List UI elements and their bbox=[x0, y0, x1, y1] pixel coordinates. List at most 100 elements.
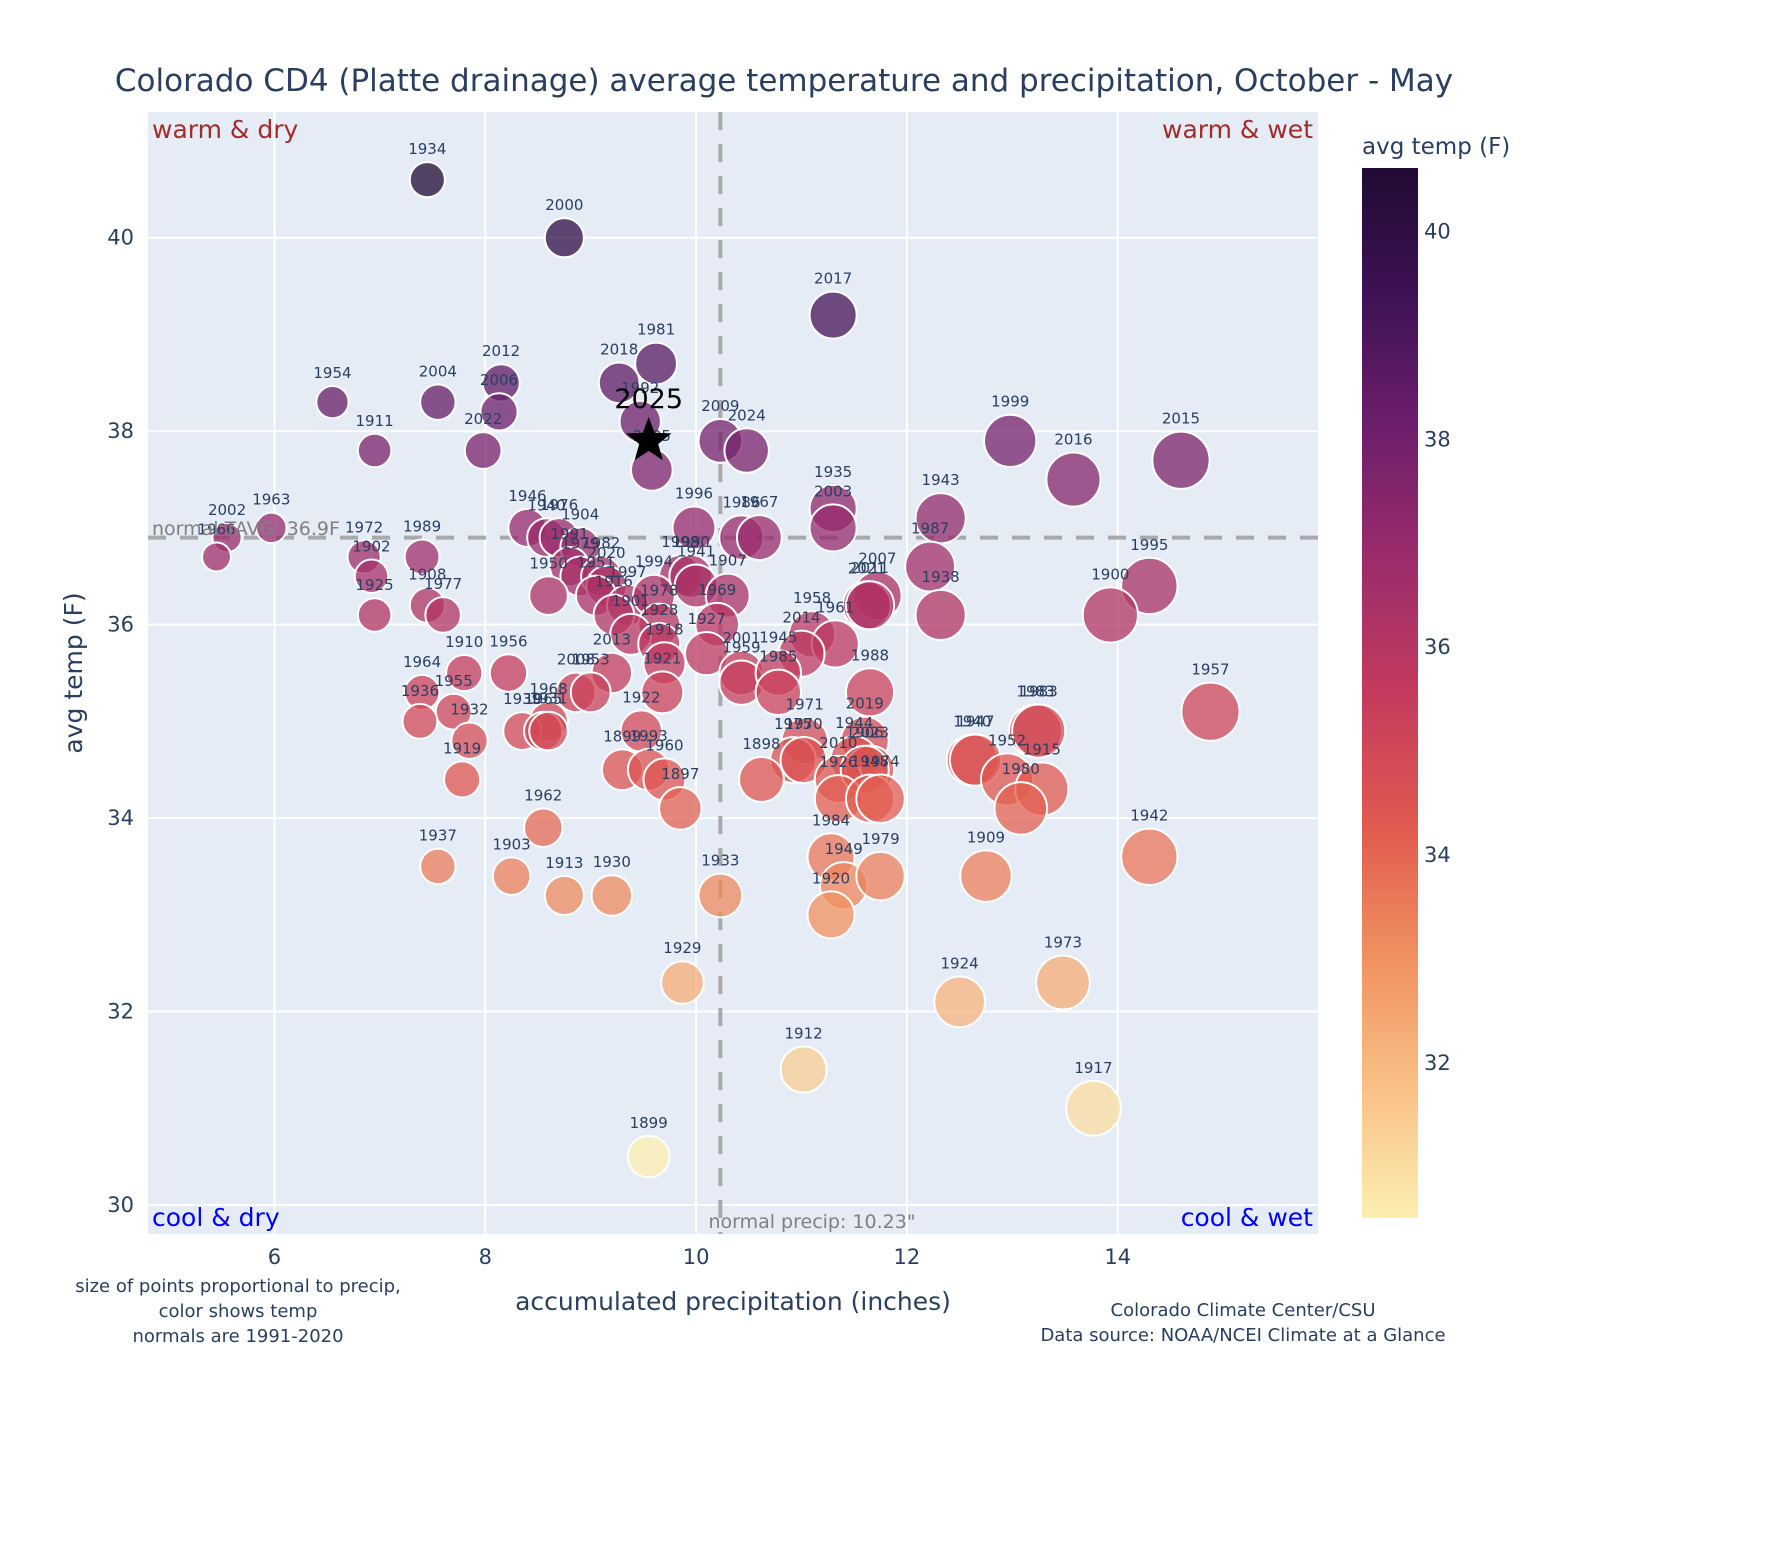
point-label-1999: 1999 bbox=[991, 393, 1029, 411]
point-label-1985: 1985 bbox=[759, 648, 797, 666]
point-label-2004: 2004 bbox=[419, 362, 457, 380]
data-point-2000[interactable] bbox=[543, 217, 585, 259]
data-point-1924[interactable] bbox=[933, 975, 986, 1029]
point-label-1988: 1988 bbox=[851, 646, 889, 664]
data-point-1919[interactable] bbox=[443, 760, 482, 799]
quadrant-label-warm-wet: warm & wet bbox=[1162, 115, 1313, 144]
data-point-2022[interactable] bbox=[463, 431, 503, 470]
data-point-2015[interactable] bbox=[1151, 430, 1211, 490]
point-label-1943: 1943 bbox=[922, 471, 960, 489]
point-label-1922: 1922 bbox=[622, 688, 660, 706]
point-label-1908: 1908 bbox=[408, 566, 446, 584]
data-point-2004[interactable] bbox=[419, 383, 457, 421]
quadrant-label-cool-dry: cool & dry bbox=[152, 1203, 280, 1232]
point-label-1913: 1913 bbox=[545, 854, 583, 872]
data-point-1981[interactable] bbox=[634, 341, 678, 386]
point-label-1917: 1917 bbox=[1074, 1059, 1112, 1077]
point-label-1981: 1981 bbox=[637, 321, 675, 339]
point-label-1990: 1990 bbox=[672, 533, 710, 551]
data-point-1911[interactable] bbox=[356, 432, 393, 469]
data-point-1980[interactable] bbox=[993, 781, 1049, 836]
data-point-1996[interactable] bbox=[671, 505, 717, 551]
point-label-1930: 1930 bbox=[593, 853, 631, 871]
point-label-1979b: 1979 bbox=[861, 830, 899, 848]
point-label-2007: 2007 bbox=[858, 549, 896, 567]
data-point-2011[interactable] bbox=[844, 580, 896, 631]
data-point-1985[interactable] bbox=[754, 668, 803, 717]
data-point-1989[interactable] bbox=[403, 538, 441, 576]
data-point-1920[interactable] bbox=[806, 890, 856, 940]
data-point-1936[interactable] bbox=[401, 702, 439, 740]
data-point-2016[interactable] bbox=[1045, 451, 1102, 508]
data-point-2003[interactable] bbox=[808, 503, 858, 553]
point-label-1987: 1987 bbox=[911, 520, 949, 538]
highlight-star-2025[interactable] bbox=[625, 416, 672, 461]
point-label-1969: 1969 bbox=[698, 581, 736, 599]
data-point-1903[interactable] bbox=[491, 856, 532, 896]
data-point-2006[interactable] bbox=[479, 392, 519, 432]
point-label-1926: 1926 bbox=[819, 753, 857, 771]
data-point-1932[interactable] bbox=[450, 721, 489, 760]
point-label-1898: 1898 bbox=[742, 735, 780, 753]
data-point-1950[interactable] bbox=[528, 575, 569, 616]
data-point-1957[interactable] bbox=[1180, 681, 1241, 742]
data-point-1912[interactable] bbox=[779, 1045, 828, 1094]
colorbar-title: avg temp (F) bbox=[1362, 134, 1510, 160]
data-point-1897[interactable] bbox=[658, 786, 703, 831]
quadrant-label-cool-wet: cool & wet bbox=[1181, 1203, 1313, 1232]
y-tick-label: 32 bbox=[107, 1000, 134, 1024]
point-label-1933: 1933 bbox=[701, 852, 739, 870]
data-point-1913[interactable] bbox=[543, 874, 585, 917]
data-point-1903b[interactable] bbox=[1011, 703, 1067, 759]
data-point-1917[interactable] bbox=[1065, 1079, 1122, 1137]
data-point-1929[interactable] bbox=[660, 960, 705, 1005]
data-point-1973[interactable] bbox=[1035, 954, 1091, 1011]
point-label-1961: 1961 bbox=[816, 598, 854, 616]
point-label-1931: 1931 bbox=[529, 690, 567, 708]
y-tick-label: 40 bbox=[107, 226, 134, 250]
data-point-1898[interactable] bbox=[737, 755, 785, 803]
point-label-1927: 1927 bbox=[688, 610, 726, 628]
data-point-1953[interactable] bbox=[569, 671, 612, 714]
point-label-1928: 1928 bbox=[640, 601, 678, 619]
point-label-1966: 1966 bbox=[197, 520, 235, 538]
data-point-1995[interactable] bbox=[1120, 556, 1179, 616]
data-point-1925[interactable] bbox=[356, 597, 393, 633]
data-point-1999[interactable] bbox=[983, 413, 1038, 468]
data-point-1937[interactable] bbox=[419, 847, 457, 886]
data-point-1963[interactable] bbox=[255, 511, 288, 545]
data-point-1933[interactable] bbox=[697, 872, 744, 919]
colorbar-tick-label: 40 bbox=[1424, 219, 1451, 243]
data-point-1900[interactable] bbox=[1081, 586, 1139, 644]
data-point-1942[interactable] bbox=[1120, 827, 1179, 886]
point-label-2017: 2017 bbox=[814, 270, 852, 288]
data-point-1921[interactable] bbox=[640, 670, 685, 715]
data-point-1938[interactable] bbox=[914, 588, 967, 642]
data-point-1955[interactable] bbox=[434, 692, 473, 731]
point-label-1979: 1979 bbox=[561, 534, 599, 552]
point-label-1920: 1920 bbox=[812, 869, 850, 887]
data-point-1979b[interactable] bbox=[855, 850, 906, 902]
data-point-1956[interactable] bbox=[488, 653, 529, 693]
data-point-2024[interactable] bbox=[723, 427, 770, 474]
point-label-2024: 2024 bbox=[728, 406, 766, 424]
data-point-1931[interactable] bbox=[528, 710, 569, 752]
data-point-1909[interactable] bbox=[959, 849, 1013, 903]
data-point-1974[interactable] bbox=[855, 773, 906, 824]
data-point-1927[interactable] bbox=[683, 631, 730, 677]
data-point-1962[interactable] bbox=[523, 807, 564, 849]
data-point-1934[interactable] bbox=[408, 161, 446, 199]
data-point-2018[interactable] bbox=[597, 361, 641, 405]
point-label-2023: 2023 bbox=[851, 724, 889, 742]
data-point-1967[interactable] bbox=[735, 514, 783, 562]
data-point-1902[interactable] bbox=[353, 558, 390, 595]
data-point-1930[interactable] bbox=[590, 874, 634, 917]
x-axis-label: accumulated precipitation (inches) bbox=[515, 1287, 951, 1316]
data-point-2017[interactable] bbox=[808, 290, 858, 340]
data-point-1966[interactable] bbox=[201, 541, 232, 573]
data-point-1977[interactable] bbox=[424, 596, 462, 634]
data-point-1954[interactable] bbox=[315, 385, 350, 420]
point-label-1940: 1940 bbox=[527, 496, 565, 514]
data-point-1910[interactable] bbox=[445, 653, 484, 693]
data-point-1899b[interactable] bbox=[626, 1134, 671, 1179]
